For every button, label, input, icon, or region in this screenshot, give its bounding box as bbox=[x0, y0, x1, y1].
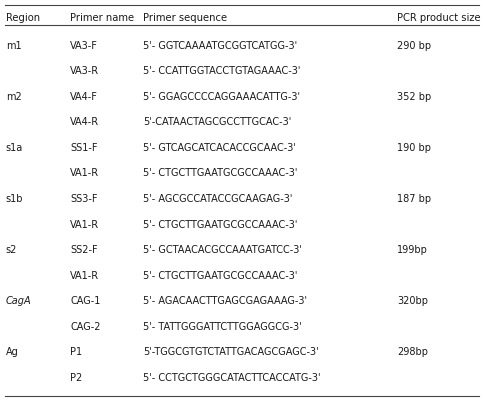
Text: 5'-TGGCGTGTCTATTGACAGCGAGC-3': 5'-TGGCGTGTCTATTGACAGCGAGC-3' bbox=[143, 346, 318, 356]
Text: 5'- GCTAACACGCCAAATGATCC-3': 5'- GCTAACACGCCAAATGATCC-3' bbox=[143, 245, 302, 255]
Text: SS1-F: SS1-F bbox=[70, 142, 98, 152]
Text: SS2-F: SS2-F bbox=[70, 245, 98, 255]
Text: CagA: CagA bbox=[6, 296, 31, 306]
Text: Primer sequence: Primer sequence bbox=[143, 13, 227, 23]
Text: Primer name: Primer name bbox=[70, 13, 134, 23]
Text: 5'- GTCAGCATCACACCGCAAC-3': 5'- GTCAGCATCACACCGCAAC-3' bbox=[143, 142, 296, 152]
Text: 5'- CTGCTTGAATGCGCCAAAC-3': 5'- CTGCTTGAATGCGCCAAAC-3' bbox=[143, 219, 297, 229]
Text: P1: P1 bbox=[70, 346, 82, 356]
Text: s2: s2 bbox=[6, 245, 17, 255]
Text: VA4-F: VA4-F bbox=[70, 91, 98, 101]
Text: VA1-R: VA1-R bbox=[70, 270, 99, 280]
Text: m1: m1 bbox=[6, 41, 21, 51]
Text: s1b: s1b bbox=[6, 194, 23, 203]
Text: 5'- GGAGCCCCAGGAAACATTG-3': 5'- GGAGCCCCAGGAAACATTG-3' bbox=[143, 91, 300, 101]
Text: 5'-CATAACTAGCGCCTTGCAC-3': 5'-CATAACTAGCGCCTTGCAC-3' bbox=[143, 117, 291, 127]
Text: CAG-2: CAG-2 bbox=[70, 321, 101, 331]
Text: 290 bp: 290 bp bbox=[397, 41, 431, 51]
Text: 190 bp: 190 bp bbox=[397, 142, 431, 152]
Text: s1a: s1a bbox=[6, 142, 23, 152]
Text: 199bp: 199bp bbox=[397, 245, 428, 255]
Text: 5'- TATTGGGATTCTTGGAGGCG-3': 5'- TATTGGGATTCTTGGAGGCG-3' bbox=[143, 321, 302, 331]
Text: Region: Region bbox=[6, 13, 40, 23]
Text: 187 bp: 187 bp bbox=[397, 194, 431, 203]
Text: 352 bp: 352 bp bbox=[397, 91, 431, 101]
Text: VA1-R: VA1-R bbox=[70, 168, 99, 178]
Text: 298bp: 298bp bbox=[397, 346, 428, 356]
Text: SS3-F: SS3-F bbox=[70, 194, 98, 203]
Text: 5'- AGACAACTTGAGCGAGAAAG-3': 5'- AGACAACTTGAGCGAGAAAG-3' bbox=[143, 296, 307, 306]
Text: 5'- GGTCAAAATGCGGTCATGG-3': 5'- GGTCAAAATGCGGTCATGG-3' bbox=[143, 41, 297, 51]
Text: CAG-1: CAG-1 bbox=[70, 296, 101, 306]
Text: 5'- CTGCTTGAATGCGCCAAAC-3': 5'- CTGCTTGAATGCGCCAAAC-3' bbox=[143, 168, 297, 178]
Text: VA3-F: VA3-F bbox=[70, 41, 98, 51]
Text: 320bp: 320bp bbox=[397, 296, 428, 306]
Text: 5'- CTGCTTGAATGCGCCAAAC-3': 5'- CTGCTTGAATGCGCCAAAC-3' bbox=[143, 270, 297, 280]
Text: VA1-R: VA1-R bbox=[70, 219, 99, 229]
Text: VA4-R: VA4-R bbox=[70, 117, 99, 127]
Text: 5'- CCATTGGTACCTGTAGAAAC-3': 5'- CCATTGGTACCTGTAGAAAC-3' bbox=[143, 66, 300, 76]
Text: 5'- CCTGCTGGGCATACTTCACCATG-3': 5'- CCTGCTGGGCATACTTCACCATG-3' bbox=[143, 372, 320, 382]
Text: PCR product size: PCR product size bbox=[397, 13, 481, 23]
Text: Ag: Ag bbox=[6, 346, 18, 356]
Text: 5'- AGCGCCATACCGCAAGAG-3': 5'- AGCGCCATACCGCAAGAG-3' bbox=[143, 194, 292, 203]
Text: P2: P2 bbox=[70, 372, 82, 382]
Text: m2: m2 bbox=[6, 91, 22, 101]
Text: VA3-R: VA3-R bbox=[70, 66, 99, 76]
